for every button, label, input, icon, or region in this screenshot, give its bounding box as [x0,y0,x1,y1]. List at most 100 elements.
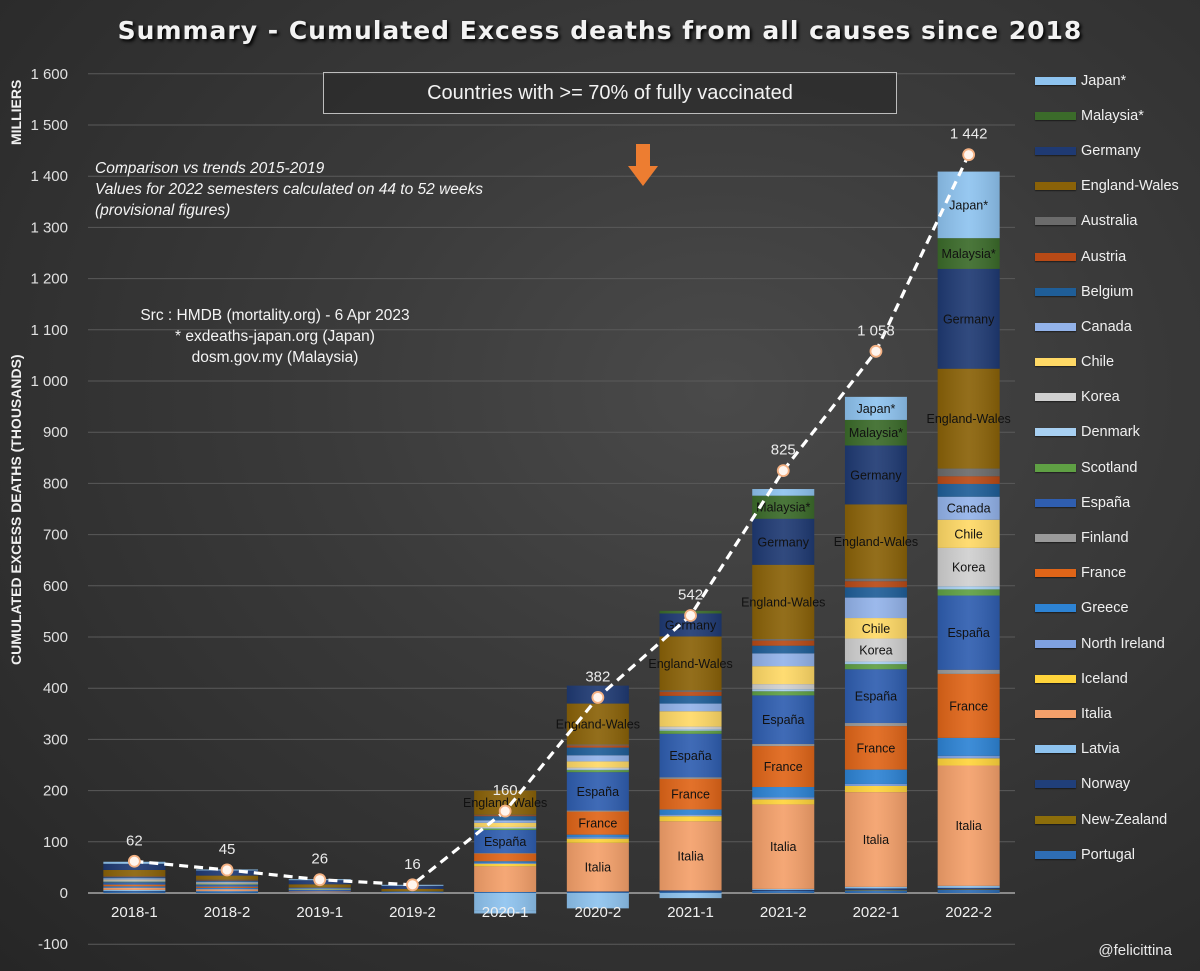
total-data-label: 382 [585,668,610,685]
segment-label: England-Wales [463,796,547,810]
legend-item: Chile [1035,345,1195,380]
segment-label: España [484,835,526,849]
legend-swatch [1035,76,1076,85]
total-dashed-line [134,154,971,887]
segment-label: England-Wales [556,718,640,732]
legend-swatch [1035,182,1076,191]
y-tick-label: 1 500 [30,117,68,134]
legend-item: Germany [1035,133,1195,168]
total-point-marker [498,804,512,818]
legend-label: Germany [1081,142,1141,159]
legend-label: Scotland [1081,459,1138,476]
legend-swatch [1035,252,1076,261]
y-axis-unit: MILLIERS [8,80,24,145]
legend-label: North Ireland [1081,635,1165,652]
segment-label: Malaysia* [942,247,996,261]
total-data-label: 542 [678,586,703,603]
legend-label: Belgium [1081,283,1134,300]
legend-swatch [1035,111,1076,120]
legend-item: Portugal [1035,837,1195,872]
bar-shading [196,869,259,893]
segment-label: Germany [943,312,995,326]
legend-label: Latvia [1081,741,1120,758]
x-tick-label: 2020-1 [482,904,529,921]
segment-label: Malaysia* [756,501,810,515]
segment-label: Germany [665,618,717,632]
legend-label: New-Zealand [1081,811,1168,828]
segment-label: Canada [947,502,991,516]
segment-label: Italia [585,861,611,875]
segment-label: España [762,713,804,727]
chart-title: Summary - Cumulated Excess deaths from a… [117,16,1083,45]
total-data-label: 62 [126,832,143,849]
x-axis-labels: 2018-1 2018-2 2019-1 2019-2 2020-1 2020-2 2021… [111,904,992,921]
legend-label: Finland [1081,530,1129,547]
x-tick-label: 2019-2 [389,904,436,921]
segment-label: England-Wales [834,535,918,549]
legend: Japan* Malaysia* Germany England-Wales Austr… [1035,63,1195,872]
segment-label: España [855,690,897,704]
y-tick-label: 500 [43,629,68,646]
legend-item: Canada [1035,309,1195,344]
x-tick-label: 2019-1 [296,904,343,921]
segment-label: Italia [863,833,889,847]
y-axis-title: CUMULATED EXCESS DEATHS (THOUSANDS) [8,354,24,665]
total-data-label: 45 [219,841,236,858]
segment-label: Italia [770,840,796,854]
bar-shading [752,489,815,893]
legend-item: Latvia [1035,732,1195,767]
source-line: Src : HMDB (mortality.org) - 6 Apr 2023 [140,307,410,324]
legend-label: France [1081,565,1127,582]
total-data-label: 160 [493,782,518,799]
legend-item: Finland [1035,520,1195,555]
legend-label: Austria [1081,248,1127,265]
legend-item: Denmark [1035,415,1195,450]
total-data-label: 825 [771,442,796,459]
notes-annotation: Comparison vs trends 2015-2019 Values fo… [95,158,483,221]
source-line: * exdeaths-japan.org (Japan) [175,328,375,345]
legend-swatch [1035,428,1076,437]
segment-label: England-Wales [648,657,732,671]
bar-shading [659,610,722,899]
note-line: (provisional figures) [95,202,231,219]
bar-shading [288,879,351,893]
segment-label: Chile [954,527,983,541]
total-point-marker [127,854,141,868]
x-tick-label: 2021-1 [667,904,714,921]
legend-label: England-Wales [1081,178,1179,195]
segment-label: France [764,760,803,774]
legend-item: Japan* [1035,63,1195,98]
legend-swatch [1035,604,1076,613]
y-tick-label: 200 [43,783,68,800]
segment-label: España [669,749,711,763]
segment-label: England-Wales [926,412,1010,426]
legend-item: New-Zealand [1035,802,1195,837]
source-line: dosm.gov.my (Malaysia) [191,349,359,366]
total-data-label: 1 058 [857,322,895,339]
segment-label: England-Wales [741,595,825,609]
total-point-marker [591,691,605,704]
legend-label: Japan* [1081,72,1127,89]
y-tick-label: 400 [43,680,68,697]
down-arrow-icon [628,144,658,186]
legend-label: Chile [1081,354,1115,371]
total-point-marker [776,464,790,478]
segment-label: France [671,788,710,802]
x-tick-label: 2018-1 [111,904,158,921]
legend-swatch [1035,850,1076,859]
total-labels: 62 45 26 16 160 382 542 825 1 058 1 442 [126,126,987,873]
total-point-marker [313,873,327,887]
legend-swatch [1035,498,1076,507]
legend-item: Malaysia* [1035,98,1195,133]
legend-swatch [1035,146,1076,155]
segment-label: Japan* [949,198,988,212]
source-annotation: Src : HMDB (mortality.org) - 6 Apr 2023 … [110,305,440,368]
segment-label: Malaysia* [849,426,903,440]
total-point-marker [406,878,419,892]
legend-label: Korea [1081,389,1120,406]
segment-label: Chile [862,622,891,636]
x-tick-label: 2022-1 [853,904,900,921]
legend-label: Italia [1081,705,1112,722]
segment-label: France [949,699,988,713]
